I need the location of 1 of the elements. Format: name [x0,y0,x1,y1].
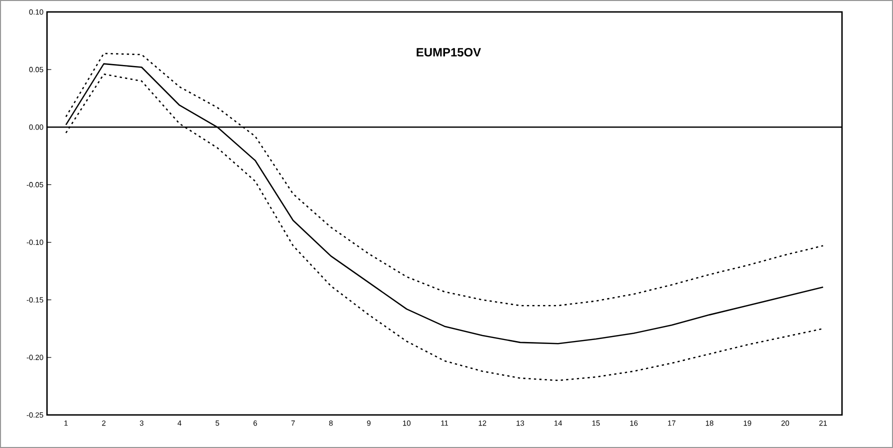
text: EUMP15OV [416,48,481,57]
